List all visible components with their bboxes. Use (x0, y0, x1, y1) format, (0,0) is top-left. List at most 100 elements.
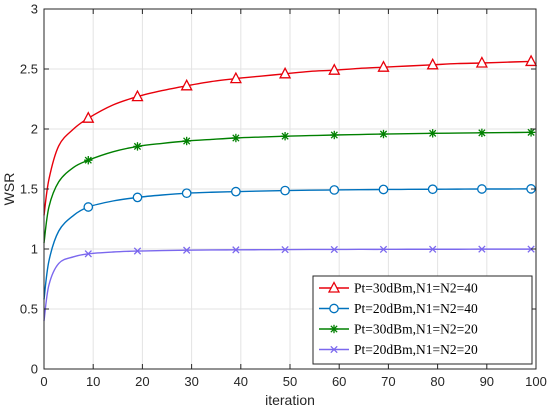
data-point-marker (181, 188, 192, 199)
legend-box (312, 275, 533, 365)
data-point-marker-stroke (379, 130, 388, 138)
data-point-marker (132, 192, 143, 203)
data-point-marker-stroke (84, 250, 92, 258)
data-point-marker (526, 128, 536, 137)
y-tick-label: 3 (31, 2, 38, 17)
data-point-marker (478, 245, 486, 253)
legend-label: Pt=20dBm,N1=N2=40 (354, 301, 478, 316)
data-point-marker (232, 246, 240, 254)
data-point-marker-stroke (330, 131, 338, 139)
legend-label: Pt=30dBm,N1=N2=40 (354, 281, 478, 296)
legend-marker (327, 281, 341, 293)
series-line (43, 248, 532, 322)
series-group (43, 54, 538, 322)
data-point-marker (133, 142, 142, 151)
x-tick-label: 50 (283, 374, 297, 389)
legend-marker (330, 345, 338, 354)
data-point-marker (229, 71, 242, 84)
data-point-marker (328, 63, 341, 75)
data-point-marker (84, 156, 93, 165)
legend-marker (329, 324, 339, 334)
legend-label: Pt=30dBm,N1=N2=20 (354, 322, 478, 337)
data-point-marker (231, 186, 241, 197)
series-3 (43, 128, 536, 244)
data-point-marker-stroke (232, 246, 240, 254)
data-point-marker (426, 57, 439, 70)
data-point-marker (131, 89, 144, 102)
legend-item: Pt=30dBm,N1=N2=40 (319, 281, 478, 296)
series-line (43, 131, 532, 244)
series-1 (43, 54, 538, 216)
data-point-marker (475, 56, 488, 68)
data-point-marker-stroke (527, 128, 535, 136)
data-point-marker (280, 132, 290, 141)
data-point-marker (82, 111, 95, 123)
data-point-marker (182, 136, 191, 146)
data-point-marker-stroke (478, 129, 486, 137)
x-tick-label: 70 (381, 374, 395, 389)
data-point-marker (330, 245, 338, 254)
legend-marker (329, 303, 339, 314)
y-tick-label: 1.5 (20, 182, 38, 197)
legend-item: Pt=30dBm,N1=N2=20 (319, 322, 478, 337)
data-point-marker (330, 130, 339, 140)
y-tick-label: 0.5 (20, 302, 38, 317)
series-2 (43, 184, 536, 300)
data-point-marker (231, 133, 241, 143)
data-point-marker (429, 245, 437, 253)
x-tick-label: 40 (234, 374, 248, 389)
data-point-marker (84, 250, 92, 258)
legend: Pt=30dBm,N1=N2=40 Pt=20dBm,N1=N2=40 Pt=30d… (312, 275, 533, 365)
y-tick-label: 2 (31, 122, 38, 137)
x-tick-label: 80 (430, 374, 444, 389)
x-tick-label: 10 (86, 374, 100, 389)
data-point-marker (379, 129, 388, 139)
data-point-marker-stroke (478, 245, 486, 253)
legend-marker-stroke (330, 325, 338, 333)
data-point-marker-stroke (330, 245, 338, 254)
data-point-marker (281, 245, 289, 254)
legend-item: Pt=20dBm,N1=N2=20 (319, 342, 478, 357)
data-point-marker-stroke (379, 245, 388, 254)
legend-marker-stroke (330, 345, 338, 354)
data-point-marker-stroke (183, 137, 191, 145)
data-point-marker (379, 245, 388, 254)
y-axis-label: WSR (1, 173, 17, 206)
data-point-marker (180, 78, 193, 91)
data-point-marker (329, 185, 340, 195)
data-point-marker (133, 247, 142, 255)
x-tick-label: 90 (480, 374, 494, 389)
x-tick-label: 0 (40, 374, 47, 389)
data-point-marker (427, 184, 438, 195)
axis-ticks: 0 10 20 30 40 50 60 70 80 90 100 0 0.5 1 1.5 2 2.5 3 (20, 2, 547, 390)
data-point-marker (377, 60, 390, 72)
series-line (43, 188, 532, 300)
data-point-marker (183, 246, 191, 254)
data-point-marker-stroke (429, 129, 437, 137)
data-point-marker-stroke (429, 245, 437, 253)
data-point-marker (477, 184, 487, 194)
y-tick-label: 0 (31, 362, 38, 377)
x-tick-label: 60 (332, 374, 346, 389)
data-point-marker-stroke (84, 156, 92, 164)
data-point-marker (280, 185, 290, 196)
y-tick-label: 1 (31, 242, 38, 257)
y-tick-label: 2.5 (20, 62, 38, 77)
x-tick-label: 100 (525, 374, 547, 389)
data-point-marker-stroke (232, 134, 240, 142)
data-point-marker-stroke (281, 245, 289, 254)
legend-label: Pt=20dBm,N1=N2=20 (354, 342, 478, 357)
legend-item: Pt=20dBm,N1=N2=40 (319, 301, 478, 316)
data-point-marker (428, 129, 437, 138)
x-axis-label: iteration (265, 392, 315, 408)
data-point-marker-stroke (183, 246, 191, 254)
data-point-marker (477, 128, 487, 138)
data-point-marker (83, 202, 94, 212)
x-tick-label: 30 (184, 374, 198, 389)
data-point-marker-stroke (281, 132, 289, 140)
data-point-marker (378, 184, 389, 195)
data-point-marker (525, 54, 538, 67)
series-4 (43, 245, 535, 322)
data-point-marker-stroke (133, 247, 142, 255)
